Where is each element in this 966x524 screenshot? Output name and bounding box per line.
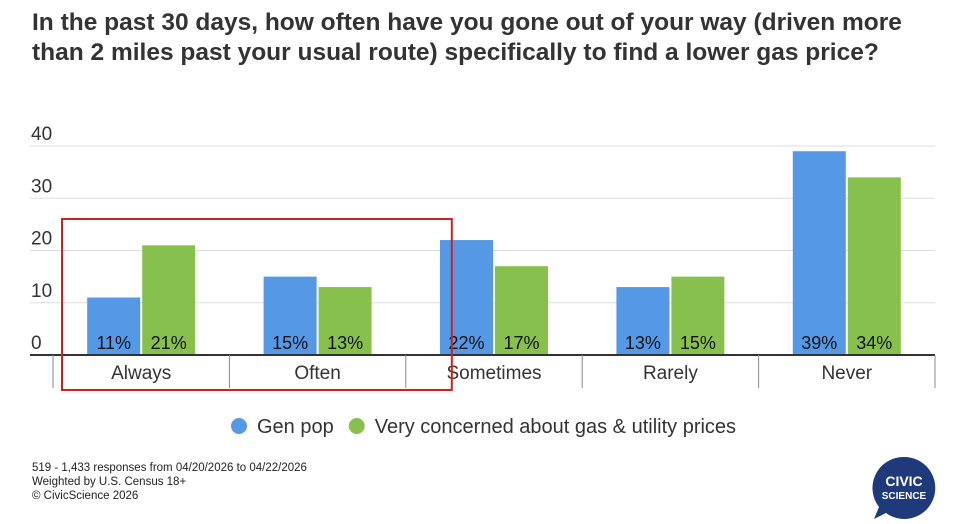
data-label: 15% — [680, 333, 716, 353]
logo-text-civic: CIVIC — [885, 473, 922, 489]
y-tick-label: 10 — [31, 281, 52, 302]
highlight-box — [61, 218, 453, 391]
footer: 519 - 1,433 responses from 04/20/2026 to… — [32, 461, 307, 503]
civicscience-logo: CIVIC SCIENCE — [872, 456, 936, 519]
footer-copyright: © CivicScience 2026 — [32, 490, 139, 502]
data-label: 17% — [503, 333, 539, 353]
logo-bubble-shape — [872, 456, 936, 519]
bar — [318, 287, 372, 355]
data-label: 13% — [625, 333, 661, 353]
legend-marker — [348, 418, 365, 434]
x-tick-label: Rarely — [643, 363, 698, 384]
bar — [440, 240, 493, 355]
footer-weighting: Weighted by U.S. Census 18+ — [32, 476, 187, 488]
x-tick-label: Often — [294, 363, 340, 384]
legend: Gen pop Very concerned about gas & utilit… — [231, 416, 736, 438]
bar — [616, 287, 670, 355]
y-axis: 0 10 20 30 40 — [31, 124, 52, 354]
footer-responses: 519 - 1,433 responses from 04/20/2026 to… — [32, 462, 307, 474]
logo-text-science: SCIENCE — [882, 491, 927, 502]
data-label: 39% — [801, 333, 837, 353]
y-tick-label: 40 — [31, 124, 52, 145]
highlight-rectangle — [61, 218, 453, 391]
bar — [142, 245, 196, 355]
bar — [263, 276, 317, 355]
bars: 11% 21% 15% 13% 22% 17% 13% 15% 39% 34% — [87, 151, 901, 355]
y-tick-label: 20 — [31, 229, 52, 250]
bar — [792, 151, 846, 355]
x-tick-label: Always — [111, 363, 171, 384]
data-label: 22% — [448, 333, 484, 353]
y-tick-label: 30 — [31, 176, 52, 197]
legend-label: Gen pop — [257, 416, 334, 438]
legend-label: Very concerned about gas & utility price… — [375, 416, 736, 438]
data-label: 11% — [96, 333, 131, 353]
data-label: 15% — [272, 333, 308, 353]
chart-title: In the past 30 days, how often have you … — [32, 9, 902, 66]
x-tick-label: Sometimes — [446, 363, 541, 384]
bar — [87, 297, 141, 355]
y-tick-label: 0 — [31, 333, 42, 354]
bar — [847, 177, 901, 355]
legend-marker — [231, 418, 247, 434]
data-label: 34% — [856, 333, 892, 353]
bar — [495, 266, 548, 355]
data-label: 13% — [327, 333, 363, 353]
bar — [671, 276, 725, 355]
x-tick-label: Never — [821, 363, 872, 384]
x-axis: Always Often Sometimes Rarely Never — [30, 354, 936, 388]
data-label: 21% — [151, 333, 187, 353]
